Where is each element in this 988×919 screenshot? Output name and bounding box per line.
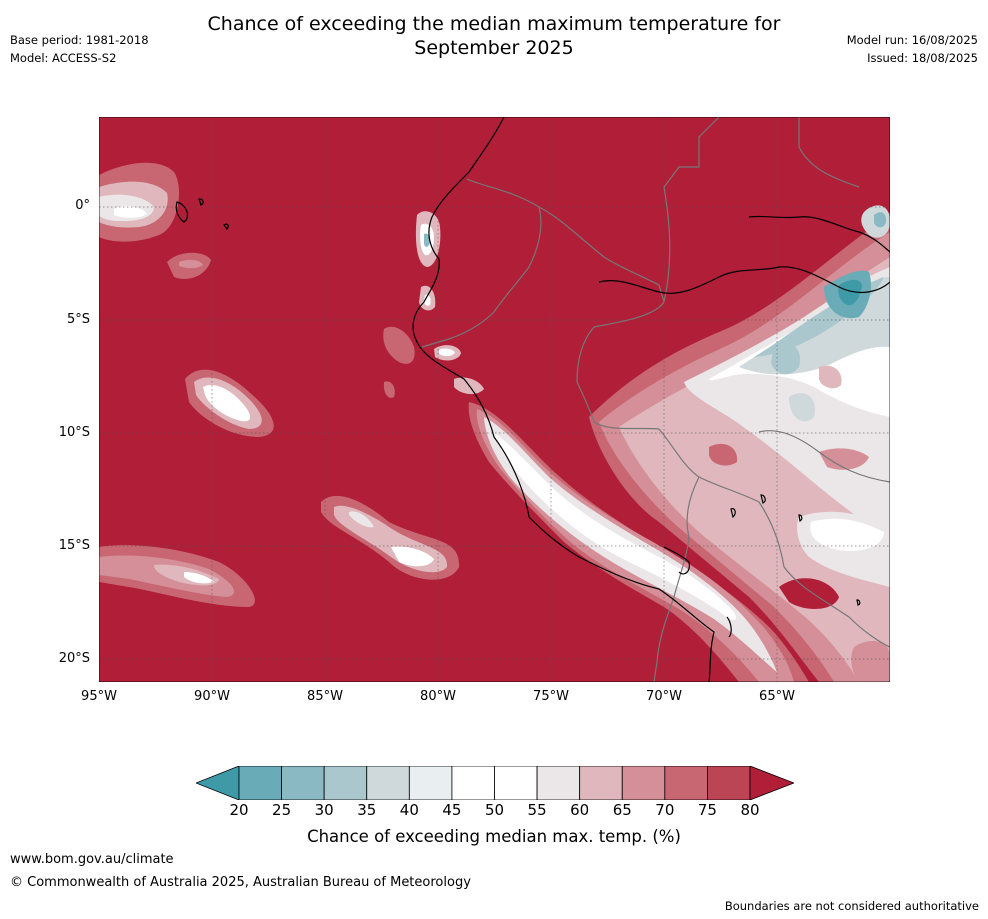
footer-disclaimer: Boundaries are not considered authoritat… — [724, 899, 979, 913]
lat-label-20s: 20°S — [58, 651, 90, 666]
colorbar-cell — [664, 766, 708, 800]
colorbar-tick-label: 70 — [655, 801, 675, 819]
title-line-2: September 2025 — [414, 37, 574, 59]
anomaly-peru-coast-band — [468, 402, 809, 682]
title-line-1: Chance of exceeding the median maximum t… — [207, 13, 781, 35]
footer-url: www.bom.gov.au/climate — [10, 852, 174, 867]
footer-copyright: © Commonwealth of Australia 2025, Austra… — [10, 875, 471, 890]
anomaly-pacific-oval-1 — [185, 369, 274, 437]
colorbar-tick-label: 60 — [570, 801, 590, 819]
country-borders — [421, 117, 890, 682]
lon-label-70w: 70°W — [646, 689, 682, 704]
lon-label-75w: 75°W — [533, 689, 569, 704]
colorbar-tick-label: 20 — [229, 801, 249, 819]
anomaly-small-4-core — [439, 348, 455, 357]
colorbar-tick-label: 65 — [612, 801, 632, 819]
model-name: Model: ACCESS-S2 — [10, 51, 117, 65]
lon-label-80w: 80°W — [420, 689, 456, 704]
colorbar-cell — [238, 766, 282, 800]
anomaly-small-3 — [383, 381, 395, 398]
meta-right: Model run: 16/08/2025 Issued: 18/08/2025 — [847, 31, 978, 67]
colorbar-tick-label: 25 — [272, 801, 292, 819]
colorbar-cell — [281, 766, 325, 800]
model-run: Model run: 16/08/2025 — [846, 33, 978, 47]
colorbar-cell — [494, 766, 538, 800]
map-title: Chance of exceeding the median maximum t… — [0, 12, 988, 60]
anomaly-small-2 — [383, 326, 415, 364]
colorbar-cell — [451, 766, 495, 800]
lon-label-85w: 85°W — [307, 689, 343, 704]
colorbar-extend-high — [749, 766, 794, 800]
lon-label-95w: 95°W — [81, 689, 117, 704]
base-period: Base period: 1981-2018 — [10, 33, 149, 47]
colorbar-cell — [366, 766, 410, 800]
anomaly-small-1-core — [179, 259, 203, 269]
colorbar-tick-label: 55 — [527, 801, 547, 819]
lon-label-65w: 65°W — [759, 689, 795, 704]
colorbar-tick-label: 30 — [314, 801, 334, 819]
probability-map — [99, 117, 890, 682]
colorbar — [196, 766, 794, 800]
lat-label-5s: 5°S — [66, 312, 90, 327]
lat-label-10s: 10°S — [58, 425, 90, 440]
lat-label-15s: 15°S — [58, 538, 90, 553]
colorbar-tick-label: 35 — [357, 801, 377, 819]
colorbar-cell — [707, 766, 751, 800]
colorbar-tick-label: 80 — [740, 801, 760, 819]
anomaly-pacific-oval-2 — [321, 495, 460, 580]
lon-label-90w: 90°W — [194, 689, 230, 704]
colorbar-cell — [408, 766, 453, 800]
colorbar-label: Chance of exceeding median max. temp. (%… — [307, 827, 681, 846]
coastlines — [175, 117, 890, 682]
issued-date: Issued: 18/08/2025 — [867, 51, 978, 65]
anomaly-pacific-oval-3 — [99, 545, 255, 607]
colorbar-tick-label: 50 — [484, 801, 505, 819]
colorbar-tick-label: 45 — [442, 801, 462, 819]
anomaly-interior-region — [589, 205, 890, 682]
lat-label-0: 0° — [75, 198, 90, 213]
colorbar-cell — [536, 766, 581, 800]
colorbar-cell — [579, 766, 623, 800]
colorbar-tick-label: 40 — [399, 801, 419, 819]
meta-left: Base period: 1981-2018 Model: ACCESS-S2 — [10, 31, 149, 67]
anomaly-west-equator — [99, 162, 179, 242]
colorbar-extend-low — [196, 766, 240, 800]
colorbar-cell — [621, 766, 666, 800]
colorbar-cell — [323, 766, 368, 800]
colorbar-tick-label: 75 — [697, 801, 717, 819]
